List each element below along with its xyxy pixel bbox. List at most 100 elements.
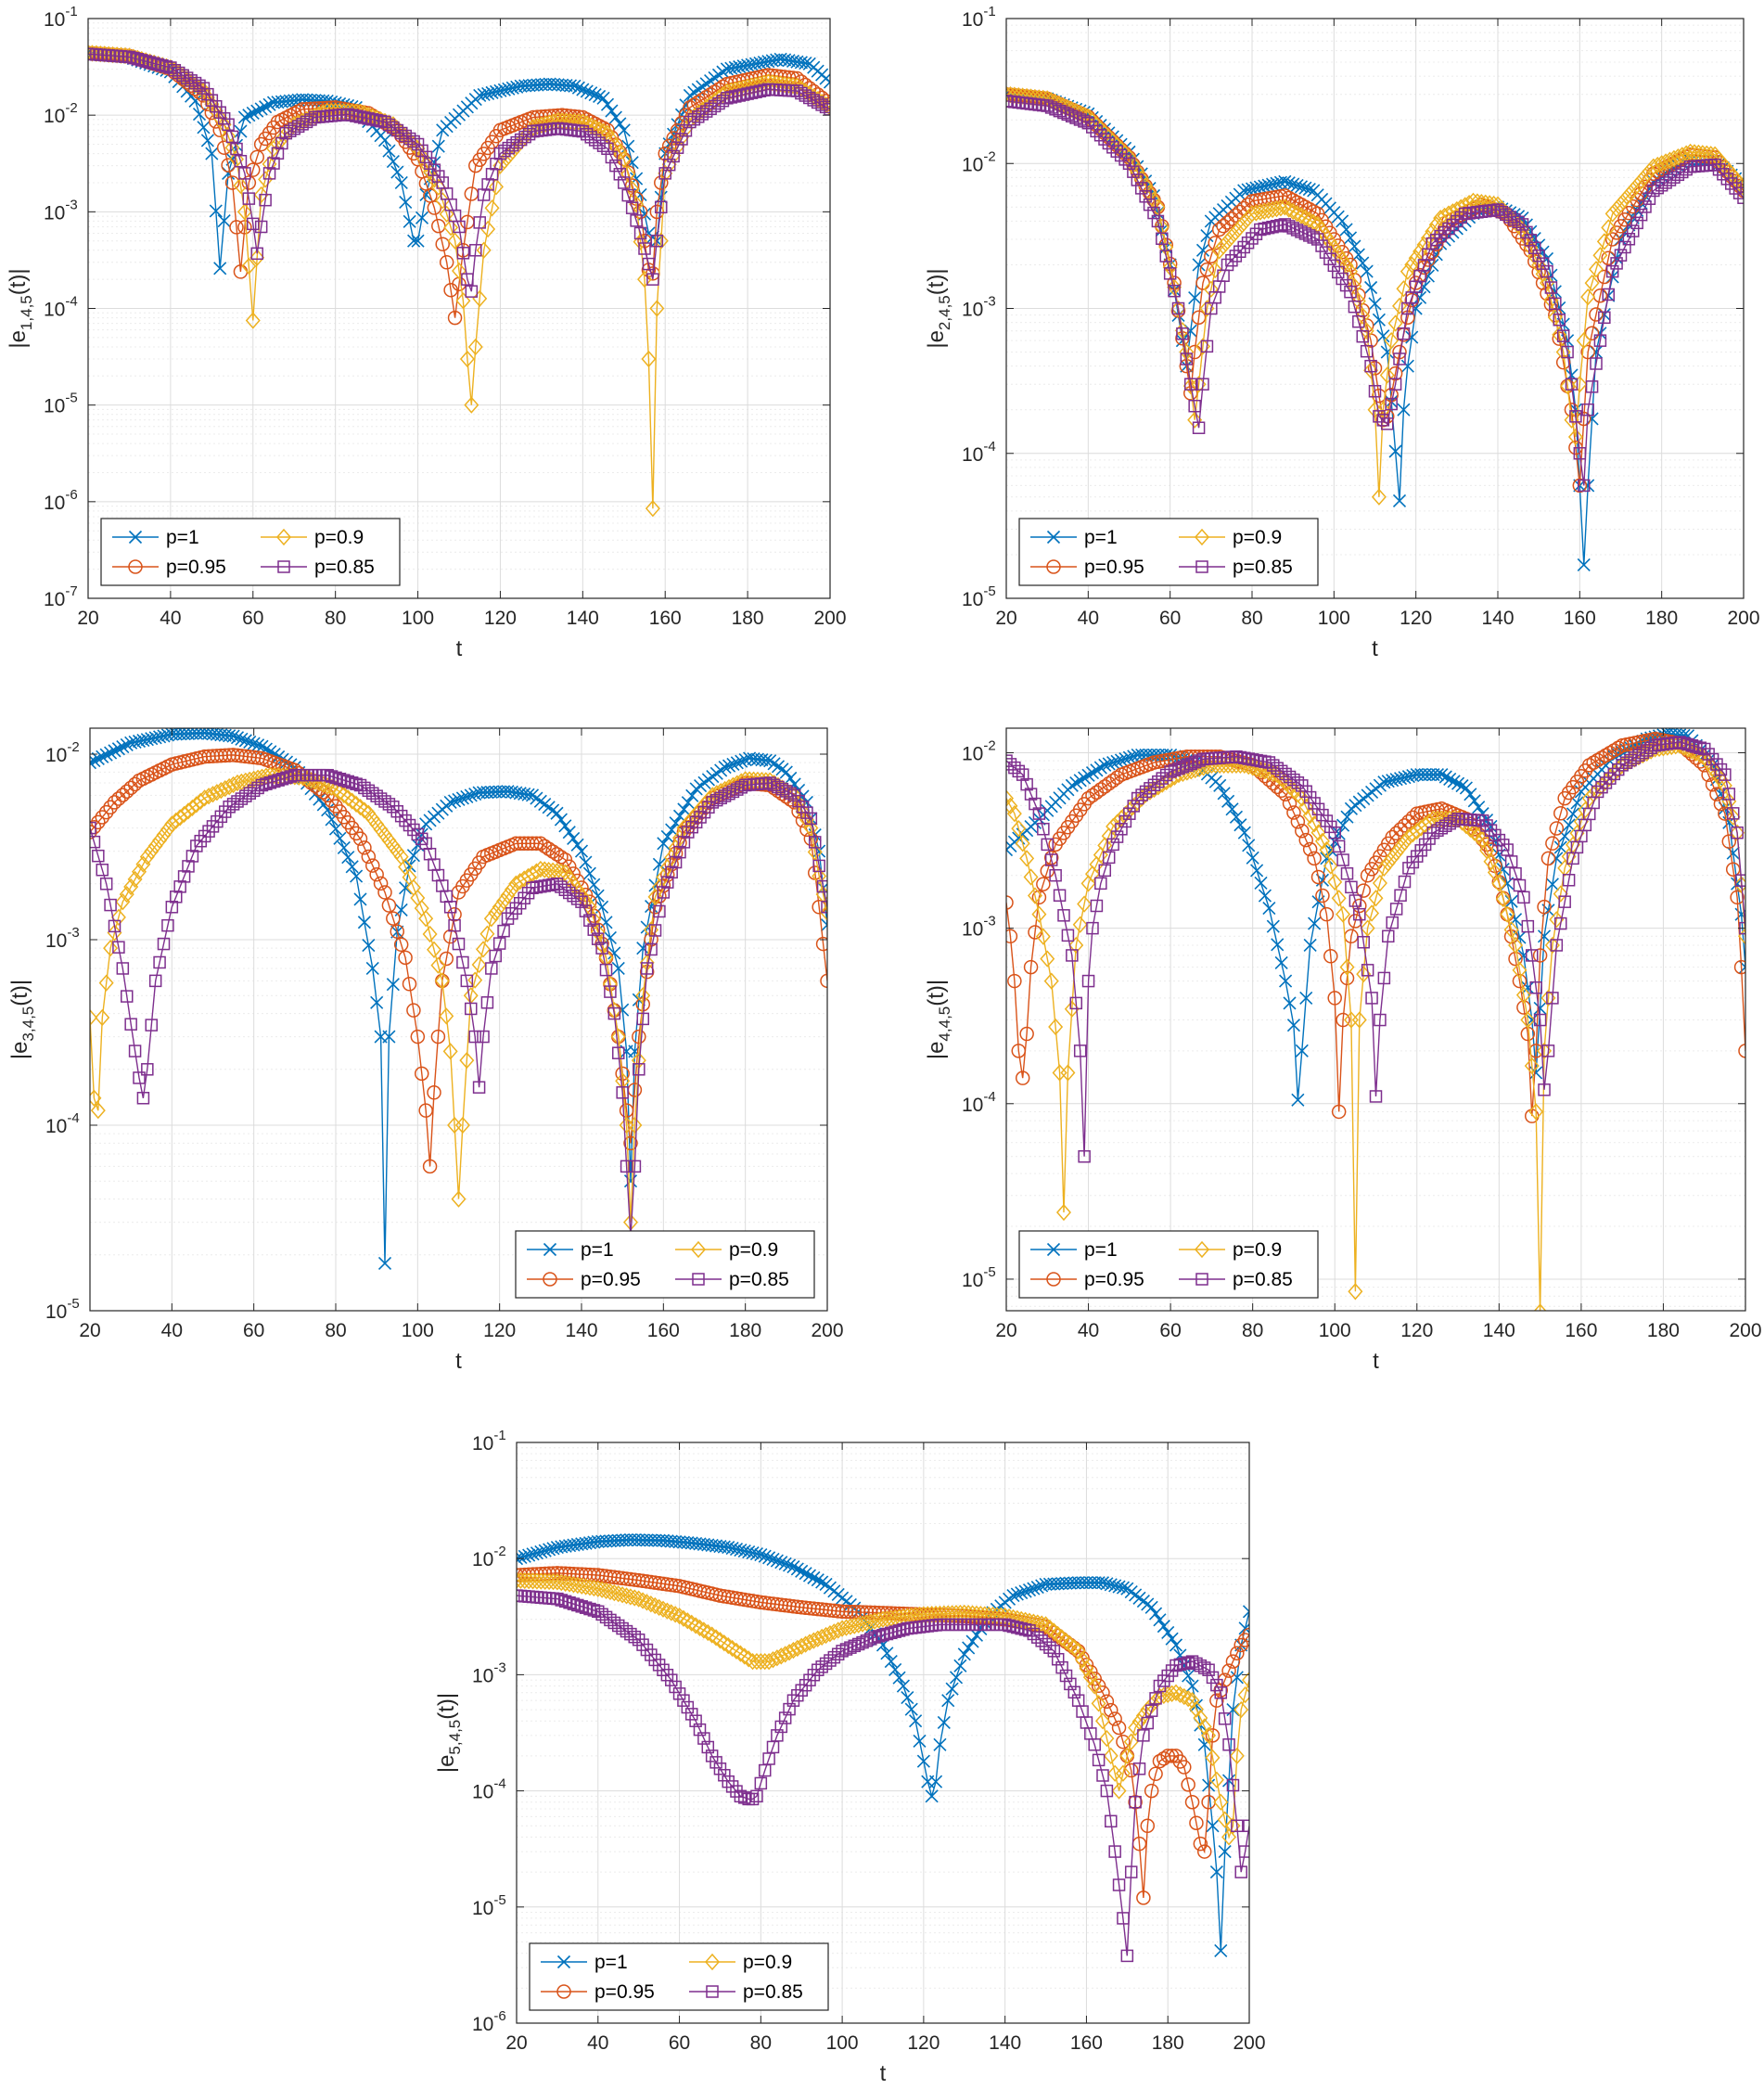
data-point	[618, 176, 631, 189]
data-point	[1372, 313, 1386, 327]
data-point	[254, 220, 268, 234]
data-point	[726, 785, 740, 799]
data-point	[1565, 378, 1579, 391]
data-point	[1073, 1044, 1087, 1057]
data-point	[1109, 814, 1125, 831]
data-point	[1176, 761, 1190, 774]
data-point	[356, 801, 372, 819]
data-point	[1110, 830, 1124, 843]
data-point	[1319, 246, 1333, 259]
data-point	[266, 140, 281, 158]
data-point	[222, 118, 235, 132]
data-point	[688, 1617, 704, 1634]
data-point	[1258, 179, 1272, 193]
data-point	[1245, 182, 1259, 196]
legend-item-p095: p=0.95	[1030, 1269, 1144, 1290]
y-tick-label: 10-2	[44, 100, 78, 127]
data-point	[554, 813, 568, 827]
data-point	[830, 1604, 846, 1619]
data-point	[1224, 211, 1239, 226]
data-point	[1572, 376, 1588, 393]
data-point	[403, 818, 416, 832]
data-point	[1156, 232, 1169, 245]
data-point	[1376, 859, 1392, 878]
data-point	[1396, 280, 1412, 298]
data-point	[775, 782, 789, 796]
data-point	[1538, 1083, 1551, 1096]
data-point	[777, 1646, 793, 1663]
data-point	[1486, 195, 1502, 213]
data-point	[571, 1598, 584, 1612]
legend-item-p085: p=0.85	[1179, 557, 1293, 578]
x-tick-label: 20	[995, 608, 1016, 629]
data-point	[505, 81, 519, 95]
x-tick-label: 100	[826, 2032, 859, 2054]
data-point	[596, 139, 610, 152]
data-point	[415, 832, 428, 846]
data-point	[1151, 214, 1165, 228]
data-point	[1356, 329, 1369, 343]
data-point	[127, 51, 140, 65]
y-tick-label: 10-1	[44, 4, 78, 31]
data-point	[485, 168, 499, 181]
data-point	[362, 112, 375, 125]
data-point	[541, 841, 556, 856]
data-point	[696, 1621, 711, 1639]
data-point	[476, 241, 492, 259]
y-axis-label: |e5,4,5(t)|	[434, 1693, 464, 1773]
data-point	[1425, 223, 1440, 240]
data-point	[1041, 838, 1055, 852]
x-tick-label: 80	[325, 1320, 346, 1341]
data-point	[1123, 1733, 1139, 1750]
data-point	[1416, 260, 1432, 276]
data-point	[1048, 1018, 1064, 1036]
data-point	[161, 918, 174, 932]
data-point	[533, 1566, 549, 1582]
data-point	[658, 167, 671, 180]
data-point	[1081, 974, 1095, 988]
data-point	[723, 82, 739, 99]
data-point	[783, 1702, 796, 1716]
data-point	[112, 941, 125, 954]
legend-item-p095: p=0.95	[541, 1981, 655, 2003]
data-point	[345, 776, 359, 789]
data-point	[765, 54, 779, 68]
x-tick-label: 160	[1565, 1320, 1597, 1341]
data-point	[816, 879, 827, 893]
data-point	[570, 113, 586, 131]
data-point	[884, 1655, 898, 1669]
data-point	[1176, 1687, 1192, 1706]
data-point	[1666, 149, 1681, 168]
legend-box	[100, 518, 401, 586]
data-point	[835, 1604, 850, 1620]
data-point	[291, 120, 305, 134]
data-point	[1726, 807, 1740, 820]
data-point	[1613, 196, 1629, 213]
data-point	[271, 147, 285, 160]
series-line	[1006, 737, 1745, 1117]
data-point	[674, 108, 689, 122]
data-point	[1471, 827, 1487, 845]
data-point	[1093, 129, 1107, 142]
data-point	[718, 789, 732, 802]
data-point	[1015, 1586, 1029, 1600]
data-point	[243, 735, 257, 750]
series-p085	[1006, 95, 1744, 493]
data-point	[432, 170, 445, 183]
data-point	[753, 56, 767, 70]
data-point	[1549, 297, 1562, 311]
data-point	[1102, 136, 1116, 150]
x-tick-label: 20	[505, 2032, 527, 2054]
data-point	[237, 110, 251, 124]
data-point	[1733, 959, 1745, 975]
data-point	[1290, 224, 1304, 237]
data-point	[337, 840, 351, 855]
data-point	[1278, 218, 1292, 231]
data-point	[517, 1552, 524, 1566]
data-point	[1438, 225, 1451, 239]
data-point	[1242, 752, 1255, 765]
data-point	[1388, 826, 1404, 841]
data-point	[1242, 839, 1256, 852]
data-point	[1046, 1622, 1062, 1640]
data-point	[595, 942, 608, 955]
